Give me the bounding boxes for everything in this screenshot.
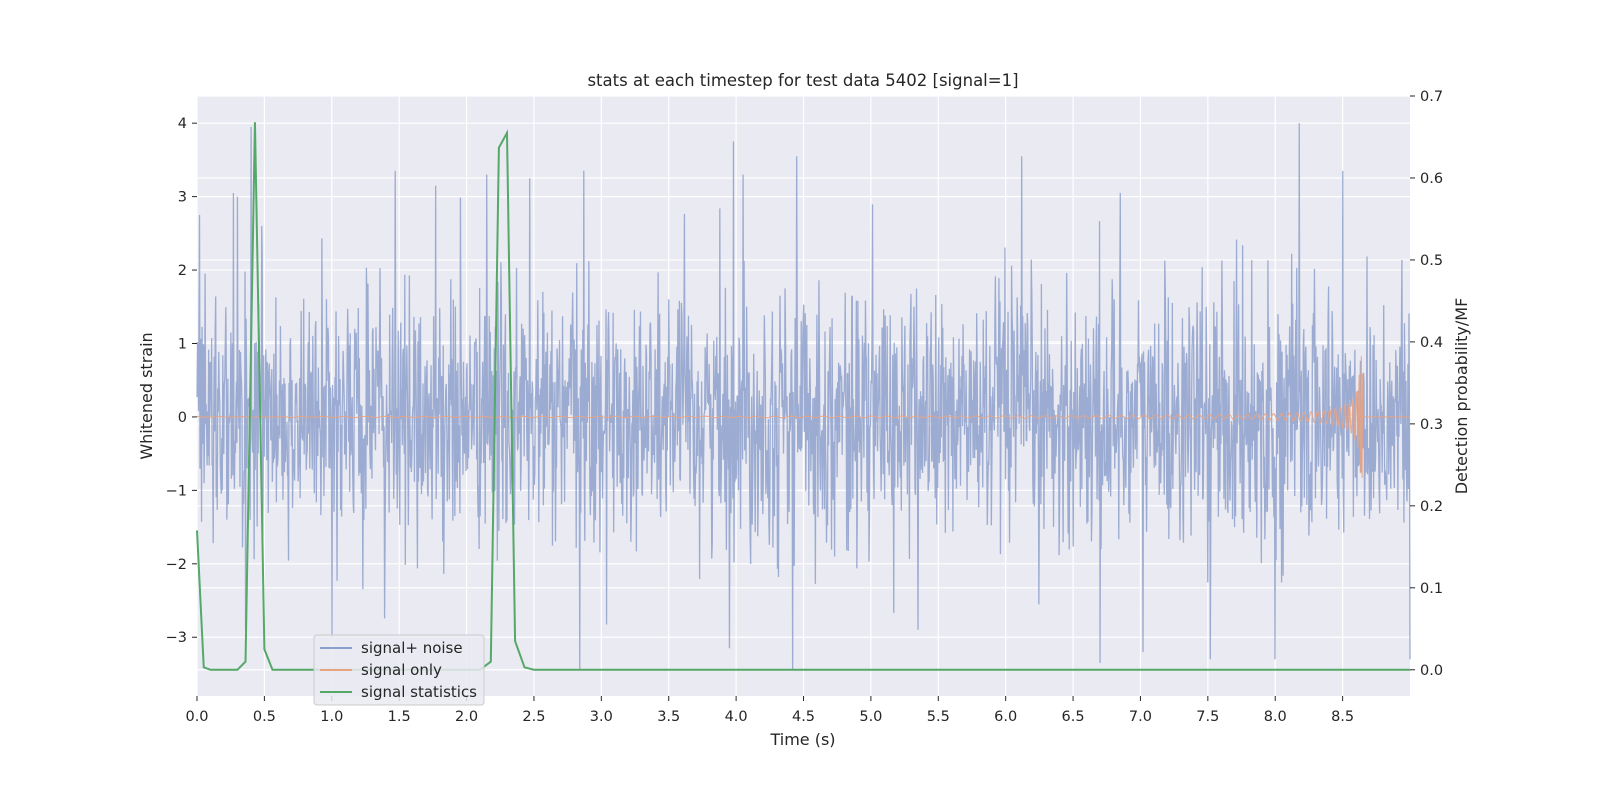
x-tick-label: 1.5 [388, 709, 411, 725]
x-tick-label: 2.5 [522, 709, 545, 725]
y-right-tick-label: 0.6 [1420, 171, 1443, 187]
chart-title: stats at each timestep for test data 540… [587, 71, 1018, 90]
legend: signal+ noise signal only signal statist… [313, 634, 485, 706]
y-right-tick-label: 0.2 [1420, 499, 1443, 515]
x-tick-label: 8.0 [1264, 709, 1287, 725]
line-signal-noise [196, 123, 1411, 671]
x-tick-label: 7.5 [1196, 709, 1219, 725]
x-tick-label: 7.0 [1129, 709, 1152, 725]
line-signal-only [196, 356, 1410, 478]
x-tick-label: 8.5 [1331, 709, 1354, 725]
y-right-tick-label: 0.0 [1420, 663, 1443, 679]
x-tick-label: 4.5 [792, 709, 815, 725]
x-tick-label: 4.0 [725, 709, 748, 725]
y-axis-left-label: Whitened strain [137, 332, 156, 459]
y-left-tick-label: 0 [178, 410, 187, 426]
x-axis-ticks: 0.0 0.5 1.0 1.5 2.0 2.5 3.0 3.5 4.0 4.5 5.0 5.5 6.0 6… [185, 696, 1354, 725]
y-axis-left-ticks: −3 −2 −1 0 1 2 3 4 [166, 116, 197, 646]
series-signal-only [196, 356, 1410, 478]
x-tick-label: 3.0 [590, 709, 613, 725]
y-left-tick-label: 4 [178, 116, 187, 132]
y-axis-right-label: Detection probability/MF [1452, 298, 1471, 495]
y-left-tick-label: −2 [166, 557, 187, 573]
y-left-tick-label: 3 [178, 190, 187, 206]
y-right-tick-label: 0.4 [1420, 335, 1443, 351]
x-tick-label: 0.0 [185, 709, 208, 725]
y-left-tick-label: 1 [178, 336, 187, 352]
y-right-tick-label: 0.3 [1420, 417, 1443, 433]
x-tick-label: 0.5 [253, 709, 276, 725]
x-axis-label: Time (s) [769, 730, 835, 749]
legend-label-signal-statistics: signal statistics [361, 683, 477, 701]
legend-label-signal-only: signal only [361, 661, 442, 679]
y-left-tick-label: −3 [166, 630, 187, 646]
series-signal-noise [196, 123, 1411, 671]
y-axis-right-ticks: 0.0 0.1 0.2 0.3 0.4 0.5 0.6 0.7 [1410, 89, 1443, 679]
y-left-tick-label: 2 [178, 263, 187, 279]
y-right-tick-label: 0.5 [1420, 253, 1443, 269]
x-tick-label: 5.0 [859, 709, 882, 725]
y-right-tick-label: 0.1 [1420, 581, 1443, 597]
x-tick-label: 1.0 [320, 709, 343, 725]
x-tick-label: 6.0 [994, 709, 1017, 725]
x-tick-label: 2.0 [455, 709, 478, 725]
x-tick-label: 3.5 [657, 709, 680, 725]
x-tick-label: 5.5 [927, 709, 950, 725]
y-right-tick-label: 0.7 [1420, 89, 1443, 105]
x-tick-label: 6.5 [1062, 709, 1085, 725]
legend-label-signal-noise: signal+ noise [361, 639, 463, 657]
y-left-tick-label: −1 [166, 483, 187, 499]
